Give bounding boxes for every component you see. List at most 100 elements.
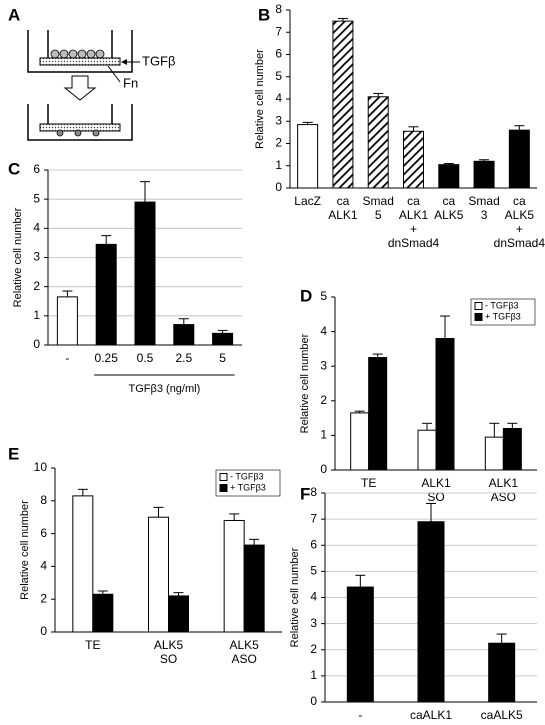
y-tick-label: 3 bbox=[275, 113, 282, 127]
y-axis-label: Relative cell number bbox=[289, 547, 301, 647]
y-tick-label: 6 bbox=[33, 162, 40, 176]
bar bbox=[223, 519, 245, 633]
bar bbox=[417, 429, 437, 471]
bar bbox=[56, 296, 78, 346]
membrane bbox=[39, 57, 121, 66]
y-axis-label: Relative cell number bbox=[254, 49, 266, 149]
x-tick-label: 5 bbox=[219, 351, 226, 365]
x-tick-label: dnSmad4 bbox=[494, 236, 545, 250]
panel-letter: C bbox=[8, 159, 20, 178]
x-tick-label: ca bbox=[407, 194, 420, 208]
x-tick-label: SO bbox=[427, 490, 444, 504]
panel-letter: E bbox=[8, 444, 19, 463]
cells bbox=[50, 49, 105, 59]
x-tick-label: 5 bbox=[375, 208, 382, 222]
y-tick-label: 1 bbox=[33, 308, 40, 322]
bar bbox=[332, 20, 354, 189]
x-tick-label: ALK5 bbox=[154, 638, 184, 652]
bar bbox=[346, 586, 374, 703]
x-tick-label: ALK1 bbox=[328, 208, 358, 222]
y-tick-label: 5 bbox=[310, 564, 317, 578]
y-tick-label: 8 bbox=[275, 2, 282, 16]
y-tick-label: 4 bbox=[40, 559, 47, 573]
x-tick-label: ASO bbox=[491, 490, 516, 504]
y-tick-label: 6 bbox=[40, 526, 47, 540]
chart: F 0 1 2 3 4 5 6 7 8 Relative cell number - caALK1 caA… bbox=[289, 484, 537, 722]
x-tick-label: Smad bbox=[468, 194, 499, 208]
x-axis-label: TGFβ3 (ng/ml) bbox=[129, 383, 201, 395]
x-tick-label: - bbox=[358, 708, 362, 722]
bar bbox=[417, 521, 445, 703]
x-tick-label: ALK5 bbox=[434, 208, 464, 222]
legend-label: + TGFβ3 bbox=[230, 482, 266, 492]
bar bbox=[403, 130, 424, 189]
panel-letter: F bbox=[300, 484, 310, 503]
x-tick-label: ALK1 bbox=[399, 208, 429, 222]
y-tick-label: 4 bbox=[310, 590, 317, 604]
y-tick-label: 0 bbox=[33, 337, 40, 351]
label: Fn bbox=[123, 75, 138, 90]
x-tick-label: ALK5 bbox=[229, 638, 259, 652]
bar bbox=[173, 324, 195, 346]
y-tick-label: 0 bbox=[40, 624, 47, 638]
x-tick-label: + bbox=[410, 222, 417, 236]
arrow bbox=[63, 75, 97, 101]
y-tick-label: 3 bbox=[320, 358, 327, 372]
y-tick-label: 2 bbox=[320, 393, 327, 407]
bar bbox=[168, 595, 189, 633]
x-tick-label: ca bbox=[337, 194, 350, 208]
y-tick-label: 3 bbox=[310, 616, 317, 630]
membrane bbox=[39, 123, 121, 132]
panel-a: A TGFβ Fn bbox=[8, 5, 175, 141]
legend-swatch bbox=[474, 313, 483, 321]
x-tick-label: ASO bbox=[231, 652, 256, 666]
y-tick-label: 6 bbox=[275, 47, 282, 61]
bar bbox=[367, 96, 389, 189]
y-tick-label: 0 bbox=[320, 462, 327, 476]
well bbox=[27, 104, 133, 141]
bar bbox=[368, 357, 388, 471]
label: TGFβ bbox=[142, 53, 175, 68]
pointer bbox=[107, 65, 121, 83]
y-tick-label: 3 bbox=[33, 250, 40, 264]
bar bbox=[435, 338, 455, 471]
y-axis-label: Relative cell number bbox=[299, 333, 311, 433]
y-tick-label: 2 bbox=[33, 279, 40, 293]
x-tick-label: SO bbox=[160, 652, 177, 666]
bar bbox=[134, 201, 156, 346]
panel-letter: D bbox=[300, 286, 312, 305]
x-tick-label: ca bbox=[513, 194, 526, 208]
x-tick-label: ca bbox=[442, 194, 455, 208]
well bbox=[27, 30, 133, 73]
y-tick-label: 2 bbox=[310, 642, 317, 656]
x-tick-label: ALK1 bbox=[489, 476, 519, 490]
y-tick-label: 5 bbox=[33, 191, 40, 205]
panel-letter: B bbox=[258, 5, 270, 24]
insert bbox=[47, 104, 113, 124]
y-tick-label: 0 bbox=[275, 180, 282, 194]
bar bbox=[473, 160, 495, 189]
bar bbox=[502, 427, 522, 471]
y-tick-label: 5 bbox=[320, 289, 327, 303]
bar bbox=[350, 412, 370, 471]
legend-label: - TGFβ3 bbox=[230, 471, 264, 481]
bar bbox=[148, 516, 169, 633]
y-tick-label: 8 bbox=[40, 493, 47, 507]
y-tick-label: 8 bbox=[310, 485, 317, 499]
y-tick-label: 10 bbox=[34, 460, 48, 474]
y-axis-label: Relative cell number bbox=[12, 207, 24, 307]
x-tick-label: caALK1 bbox=[410, 708, 452, 722]
bar bbox=[95, 243, 117, 346]
y-tick-label: 2 bbox=[275, 136, 282, 150]
y-tick-label: 1 bbox=[310, 668, 317, 682]
y-tick-label: 0 bbox=[310, 694, 317, 708]
legend-label: - TGFβ3 bbox=[485, 300, 519, 310]
legend-swatch bbox=[219, 473, 228, 481]
bar bbox=[438, 164, 460, 189]
chart: C 0 1 2 3 4 5 6 Relative cell number - 0.25 0.5 2.5 5… bbox=[8, 159, 242, 395]
bar bbox=[72, 495, 94, 633]
x-tick-label: ALK1 bbox=[421, 476, 451, 490]
